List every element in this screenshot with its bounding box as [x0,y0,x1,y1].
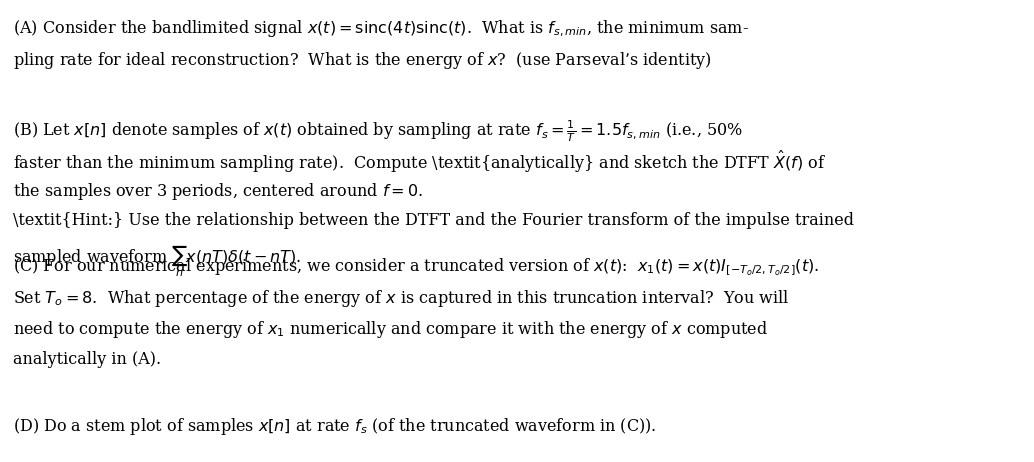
Text: pling rate for ideal reconstruction?  What is the energy of $x$?  (use Parseval’: pling rate for ideal reconstruction? Wha… [12,50,711,71]
Text: (A) Consider the bandlimited signal $x(t) = \mathrm{sinc}(4t)\mathrm{sinc}(t)$. : (A) Consider the bandlimited signal $x(t… [12,18,749,39]
Text: the samples over 3 periods, centered around $f = 0$.: the samples over 3 periods, centered aro… [12,181,423,201]
Text: faster than the minimum sampling rate).  Compute \textit{analytically} and sketc: faster than the minimum sampling rate). … [12,149,826,175]
Text: (D) Do a stem plot of samples $x[n]$ at rate $f_s$ (of the truncated waveform in: (D) Do a stem plot of samples $x[n]$ at … [12,416,657,437]
Text: (B) Let $x[n]$ denote samples of $x(t)$ obtained by sampling at rate $f_s = \fra: (B) Let $x[n]$ denote samples of $x(t)$ … [12,118,742,144]
Text: Set $T_o = 8$.  What percentage of the energy of $x$ is captured in this truncat: Set $T_o = 8$. What percentage of the en… [12,288,789,309]
Text: (C) For our numerical experiments, we consider a truncated version of $x(t)$:  $: (C) For our numerical experiments, we co… [12,256,819,278]
Text: analytically in (A).: analytically in (A). [12,351,161,368]
Text: sampled waveform $\sum_n x(nT)\delta(t - nT)$.: sampled waveform $\sum_n x(nT)\delta(t -… [12,243,301,279]
Text: \textit{Hint:} Use the relationship between the DTFT and the Fourier transform o: \textit{Hint:} Use the relationship betw… [12,212,854,229]
Text: need to compute the energy of $x_1$ numerically and compare it with the energy o: need to compute the energy of $x_1$ nume… [12,319,768,340]
